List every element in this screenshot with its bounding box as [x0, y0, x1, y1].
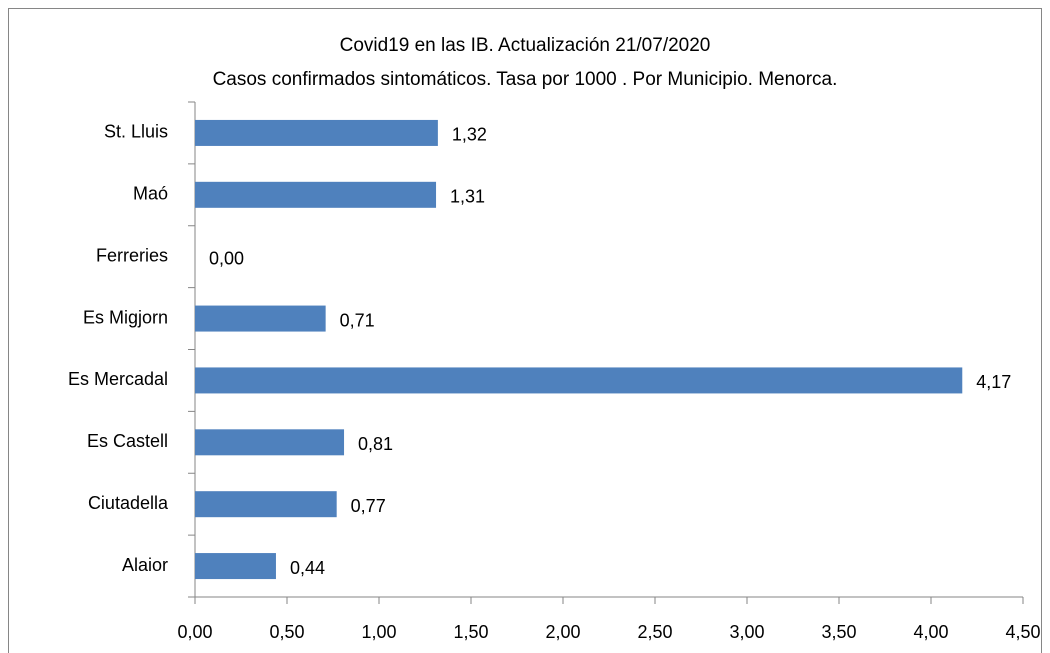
x-tick-label: 0,50 [269, 622, 304, 642]
bar [195, 553, 276, 580]
x-tick-label: 1,50 [453, 622, 488, 642]
y-tick-label: Alaior [122, 555, 168, 575]
y-tick-label: Ciutadella [88, 493, 169, 513]
x-tick-label: 0,00 [177, 622, 212, 642]
data-label: 1,32 [452, 125, 487, 145]
y-tick-label: St. Lluis [104, 122, 168, 142]
y-tick-label: Es Mercadal [68, 369, 168, 389]
y-tick-label: Es Migjorn [83, 307, 168, 327]
data-label: 0,77 [351, 496, 386, 516]
x-tick-label: 2,00 [545, 622, 580, 642]
chart-border [8, 8, 1042, 653]
bar [195, 429, 345, 456]
bar [195, 181, 437, 208]
y-tick-label: Maó [133, 184, 168, 204]
chart-title: Covid19 en las IB. Actualización 21/07/2… [340, 35, 711, 56]
chart-subtitle: Casos confirmados sintomáticos. Tasa por… [213, 69, 838, 90]
x-tick-label: 4,00 [913, 622, 948, 642]
x-tick-label: 3,00 [729, 622, 764, 642]
data-label: 0,71 [340, 310, 375, 330]
bar [195, 305, 326, 332]
bar [195, 491, 337, 518]
x-tick-label: 3,50 [821, 622, 856, 642]
data-label: 4,17 [976, 372, 1011, 392]
x-tick-label: 1,00 [361, 622, 396, 642]
data-label: 1,31 [450, 187, 485, 207]
bar [195, 367, 963, 394]
x-tick-label: 2,50 [637, 622, 672, 642]
data-label: 0,00 [209, 248, 244, 268]
data-label: 0,81 [358, 434, 393, 454]
y-tick-label: Es Castell [87, 431, 168, 451]
data-label: 0,44 [290, 558, 325, 578]
bar [195, 119, 438, 146]
y-tick-label: Ferreries [96, 245, 168, 265]
x-tick-label: 4,50 [1005, 622, 1040, 642]
